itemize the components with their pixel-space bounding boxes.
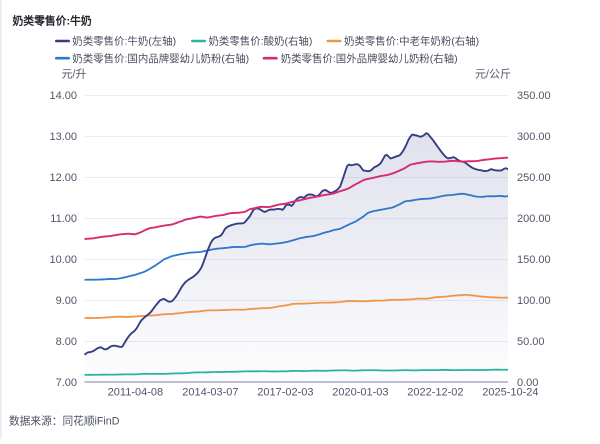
svg-text:250.00: 250.00 <box>517 172 551 184</box>
svg-text:350.00: 350.00 <box>517 90 551 102</box>
svg-text:奶类零售价:牛奶(左轴): 奶类零售价:牛奶(左轴) <box>72 35 176 48</box>
svg-text:9.00: 9.00 <box>56 295 77 307</box>
svg-text:2011-04-08: 2011-04-08 <box>108 387 163 399</box>
svg-text:2020-01-03: 2020-01-03 <box>332 387 388 399</box>
svg-text:奶类零售价:牛奶: 奶类零售价:牛奶 <box>12 13 92 27</box>
svg-text:7.00: 7.00 <box>56 377 77 389</box>
svg-text:2017-02-03: 2017-02-03 <box>257 387 313 399</box>
svg-text:奶类零售价:中老年奶粉(右轴): 奶类零售价:中老年奶粉(右轴) <box>344 35 479 48</box>
svg-text:奶类零售价:国内品牌婴幼儿奶粉(右轴): 奶类零售价:国内品牌婴幼儿奶粉(右轴) <box>72 52 249 65</box>
svg-text:奶类零售价:酸奶(右轴): 奶类零售价:酸奶(右轴) <box>209 35 313 48</box>
svg-text:100.00: 100.00 <box>517 295 551 307</box>
svg-text:0.00: 0.00 <box>517 377 538 389</box>
svg-text:200.00: 200.00 <box>517 213 551 225</box>
svg-text:150.00: 150.00 <box>517 254 551 266</box>
svg-text:12.00: 12.00 <box>49 172 77 184</box>
svg-text:奶类零售价:国外品牌婴幼儿奶粉(右轴): 奶类零售价:国外品牌婴幼儿奶粉(右轴) <box>281 52 458 65</box>
svg-text:14.00: 14.00 <box>49 90 77 102</box>
svg-text:10.00: 10.00 <box>49 254 77 266</box>
svg-text:13.00: 13.00 <box>49 131 77 143</box>
svg-text:2025-10-24: 2025-10-24 <box>482 387 538 399</box>
svg-text:50.00: 50.00 <box>517 336 545 348</box>
svg-text:2022-12-02: 2022-12-02 <box>407 387 463 399</box>
svg-text:300.00: 300.00 <box>517 131 551 143</box>
svg-text:8.00: 8.00 <box>56 336 77 348</box>
svg-text:元/升: 元/升 <box>61 68 86 81</box>
svg-text:元/公斤: 元/公斤 <box>475 68 511 81</box>
svg-text:2014-03-07: 2014-03-07 <box>182 387 238 399</box>
svg-text:数据来源：同花顺iFinD: 数据来源：同花顺iFinD <box>9 415 120 428</box>
svg-text:11.00: 11.00 <box>50 213 77 225</box>
